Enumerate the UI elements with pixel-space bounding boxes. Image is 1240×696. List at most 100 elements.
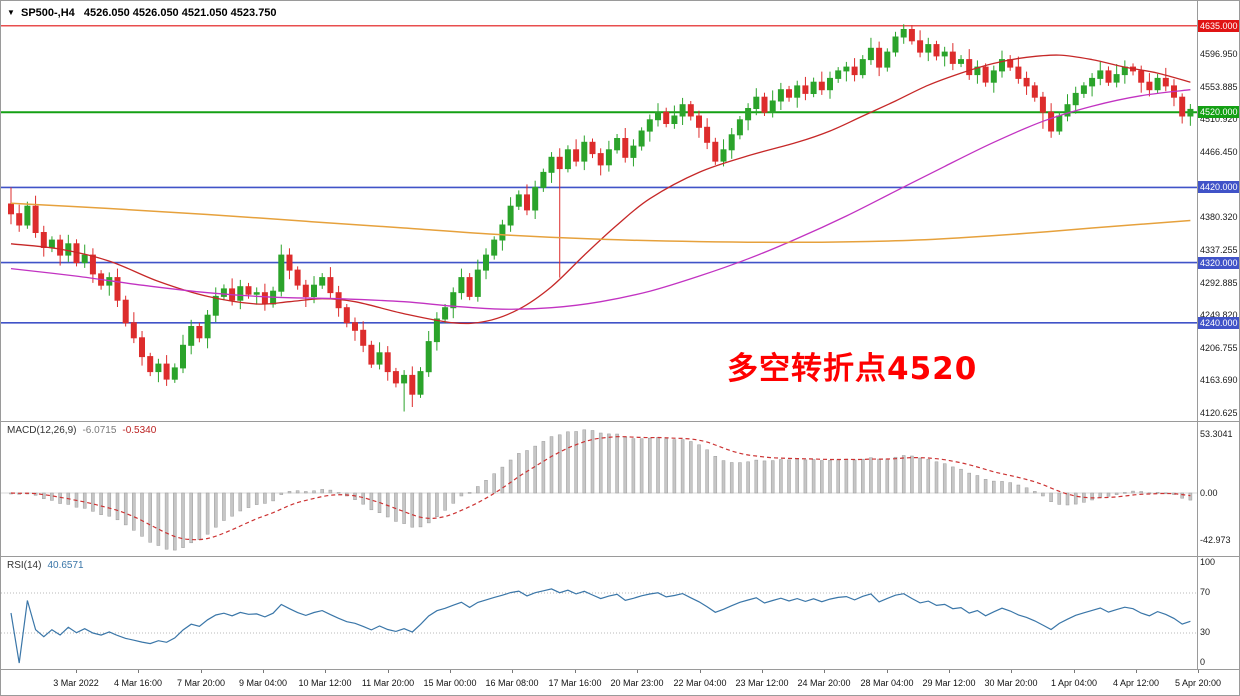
candle-body	[835, 70, 842, 79]
price-scale-label: 4292.885	[1200, 278, 1238, 288]
candle-body	[57, 239, 64, 256]
candle-body	[851, 66, 858, 76]
candle-body	[147, 356, 154, 373]
macd-histogram-bar	[1155, 492, 1160, 494]
candle-body	[974, 66, 981, 76]
macd-histogram-bar	[1008, 482, 1012, 494]
candle-body	[130, 322, 137, 339]
panel-separator[interactable]	[1, 556, 1239, 557]
macd-histogram-bar	[615, 433, 619, 494]
macd-axis[interactable]: 53.3041 0.00 -42.973	[1198, 421, 1239, 556]
macd-histogram-bar	[648, 437, 652, 494]
macd-histogram-bar	[410, 492, 415, 528]
rsi-scale-label: 70	[1200, 587, 1211, 597]
macd-histogram-bar	[582, 429, 587, 494]
candle-body	[122, 299, 129, 324]
time-axis-label: 1 Apr 04:00	[1050, 678, 1098, 688]
candle-body	[597, 153, 604, 166]
macd-histogram-bar	[942, 463, 947, 494]
macd-histogram-bar	[910, 455, 914, 494]
candle-body	[581, 141, 588, 162]
candle-body	[401, 374, 408, 384]
panel-separator[interactable]	[1, 421, 1239, 422]
time-axis-label: 7 Mar 20:00	[176, 678, 226, 688]
candle-body	[671, 115, 678, 124]
candle-body	[1056, 115, 1063, 132]
macd-histogram-bar	[402, 492, 406, 524]
price-line-label[interactable]: 4520.000	[1198, 106, 1239, 118]
macd-histogram-bar	[246, 492, 251, 508]
time-tick	[1011, 669, 1012, 673]
candle-body	[171, 367, 178, 380]
macd-histogram-bar	[893, 456, 898, 494]
price-scale-label: 4553.885	[1200, 82, 1238, 92]
price-line-label[interactable]: 4635.000	[1198, 20, 1239, 32]
macd-histogram-bar	[107, 492, 112, 517]
macd-histogram-bar	[238, 492, 243, 512]
chart-annotation-text[interactable]: 多空转折点4520	[727, 351, 978, 387]
price-line-label[interactable]: 4320.000	[1198, 257, 1239, 269]
macd-histogram-bar	[140, 492, 144, 537]
macd-histogram-bar	[369, 492, 374, 511]
candle-body	[114, 277, 121, 301]
time-tick	[512, 669, 513, 673]
candle-body	[81, 254, 88, 264]
macd-panel-canvas[interactable]	[1, 421, 1198, 556]
macd-histogram-bar	[820, 460, 824, 494]
rsi-axis[interactable]: 100 70 30 0	[1198, 556, 1239, 669]
symbol-period-label: SP500-,H4	[20, 7, 75, 19]
macd-signal-value: -0.5340	[122, 425, 157, 436]
macd-histogram-bar	[623, 436, 628, 494]
macd-histogram-bar	[557, 434, 562, 494]
candle-body	[32, 205, 39, 233]
macd-histogram-bar	[1049, 492, 1053, 502]
price-axis[interactable]: 4596.950 4553.885 4510.920 4466.450 4380.320…	[1198, 1, 1239, 421]
candle-body	[1105, 70, 1112, 83]
price-line-label[interactable]: 4420.000	[1198, 181, 1239, 193]
macd-histogram-bar	[443, 492, 447, 511]
candle-body	[917, 40, 924, 53]
candle-body	[556, 156, 563, 170]
ohlc-readout: 4526.050 4526.050 4521.050 4523.750	[83, 7, 277, 19]
time-axis-label: 9 Mar 04:00	[238, 678, 288, 688]
price-scale-label: 4380.320	[1200, 212, 1238, 222]
macd-histogram-bar	[115, 492, 120, 521]
ma-slow-line	[10, 202, 1191, 244]
candle-body	[1064, 104, 1071, 117]
candle-body	[433, 318, 440, 343]
candle-body	[646, 119, 653, 132]
candle-body	[188, 326, 195, 346]
macd-histogram-bar	[205, 492, 210, 535]
macd-histogram-bar	[123, 492, 128, 526]
candle-body	[589, 141, 596, 155]
macd-histogram-bar	[164, 492, 169, 550]
candle-body	[818, 81, 825, 91]
macd-histogram-bar	[1024, 487, 1029, 494]
macd-histogram-bar	[762, 460, 767, 494]
candle-body	[442, 307, 449, 320]
rsi-panel-canvas[interactable]	[1, 556, 1198, 669]
macd-histogram-bar	[697, 444, 701, 494]
macd-histogram-bar	[746, 461, 750, 494]
time-tick	[1074, 669, 1075, 673]
candle-body	[802, 85, 809, 94]
candle-body	[540, 171, 547, 188]
candle-body	[736, 119, 743, 136]
macd-histogram-bar	[435, 492, 439, 517]
macd-histogram-bar	[631, 438, 636, 494]
price-scale-label: 4596.950	[1200, 49, 1238, 59]
time-tick	[138, 669, 139, 673]
macd-histogram-bar	[1180, 492, 1184, 499]
candle-body	[417, 371, 424, 395]
candle-body	[908, 29, 915, 42]
candle-body	[892, 36, 899, 53]
macd-histogram-bar	[656, 437, 660, 494]
time-axis-label: 30 Mar 20:00	[984, 678, 1038, 688]
candle-body	[1072, 92, 1079, 106]
macd-histogram-bar	[607, 433, 611, 494]
candle-body	[605, 149, 612, 166]
price-line-label[interactable]: 4240.000	[1198, 317, 1239, 329]
time-axis-label: 5 Apr 20:00	[1174, 678, 1222, 688]
main-chart-canvas[interactable]	[1, 1, 1198, 421]
time-axis[interactable]: 3 Mar 2022 4 Mar 16:00 7 Mar 20:00 9 Mar 04…	[1, 669, 1239, 695]
